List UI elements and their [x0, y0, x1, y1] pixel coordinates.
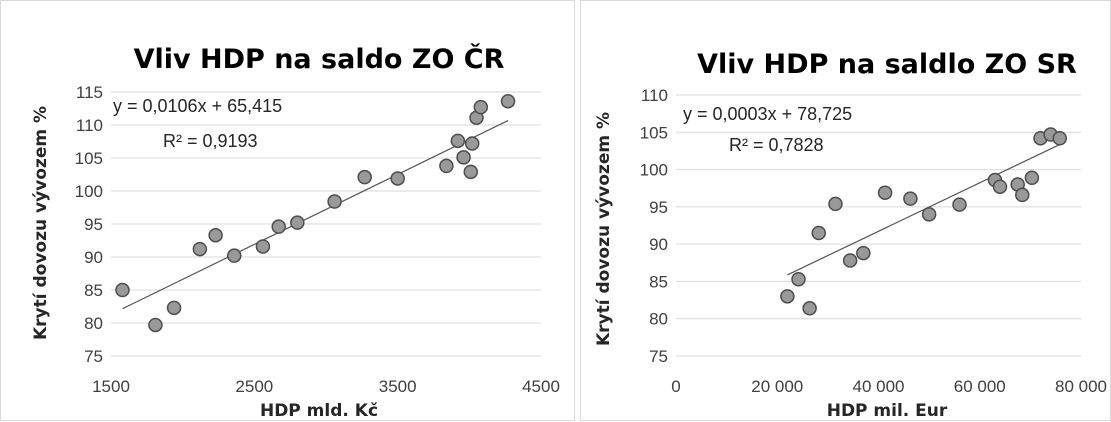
- data-point: [473, 99, 489, 115]
- data-point: [828, 196, 843, 212]
- data-point: [464, 136, 480, 151]
- data-point: [856, 245, 871, 261]
- data-point: [1015, 187, 1030, 203]
- y-axis-title: Krytí dovozu vývozem %: [594, 112, 614, 346]
- data-points: [780, 127, 1067, 316]
- data-point: [1052, 131, 1067, 146]
- data-point: [390, 171, 405, 186]
- y-tick-label: 75: [84, 347, 103, 366]
- data-point: [811, 225, 827, 241]
- x-tick-label: 40 000: [853, 377, 905, 396]
- y-tick-label: 105: [640, 123, 668, 142]
- data-point: [456, 150, 471, 165]
- gridlines: [111, 91, 541, 357]
- x-tick-label: 1500: [92, 377, 130, 396]
- y-tick-label: 105: [75, 149, 103, 168]
- y-tick-label: 100: [75, 182, 103, 201]
- y-tick-label: 115: [76, 83, 103, 102]
- regression-equation: y = 0,0003x + 78,725: [683, 104, 852, 124]
- y-tick-label: 110: [76, 116, 103, 135]
- x-tick-labels: 0 20 000 40 000 60 000 80 000: [671, 377, 1107, 396]
- data-point: [842, 253, 858, 268]
- y-tick-label: 85: [84, 281, 103, 300]
- y-tick-label: 100: [640, 161, 668, 180]
- y-tick-label: 80: [84, 314, 103, 333]
- data-point: [148, 317, 163, 333]
- y-axis-title: Krytí dovozu vývozem %: [31, 106, 51, 340]
- data-point: [115, 282, 130, 298]
- data-point: [271, 219, 286, 234]
- gridlines: [676, 94, 1081, 357]
- x-tick-label: 2500: [235, 377, 273, 396]
- x-tick-label: 60 000: [954, 377, 1006, 396]
- regression-equation: y = 0,0106x + 65,415: [113, 96, 282, 116]
- data-point: [921, 207, 937, 222]
- data-point: [903, 191, 918, 206]
- chart-panel-sr: Vliv HDP na saldlo ZO SR 75 80 85 90 95 100 10…: [580, 0, 1111, 421]
- data-point: [802, 301, 817, 316]
- data-point: [780, 289, 795, 304]
- y-tick-label: 80: [649, 310, 668, 329]
- y-tick-label: 90: [649, 235, 668, 254]
- data-point: [791, 271, 806, 287]
- data-point: [166, 300, 182, 316]
- r-squared-label: R² = 0,9193: [163, 131, 258, 151]
- x-axis-title: HDP mil. Eur: [827, 401, 948, 421]
- data-point: [463, 164, 479, 180]
- data-point: [255, 239, 271, 254]
- x-tick-labels: 1500 2500 3500 4500: [92, 377, 560, 396]
- data-point: [450, 133, 466, 149]
- x-tick-label: 0: [671, 377, 680, 396]
- x-tick-label: 20 000: [751, 377, 803, 396]
- data-point: [1024, 170, 1040, 186]
- y-tick-label: 85: [649, 272, 668, 291]
- data-points: [115, 93, 516, 333]
- chart-panel-cr: Vliv HDP na saldo ZO ČR 75 80 85 90 95 100 105…: [0, 0, 575, 421]
- data-point: [192, 241, 208, 257]
- data-point: [439, 158, 454, 174]
- data-point: [227, 248, 242, 263]
- x-axis-title: HDP mld. Kč: [260, 401, 378, 421]
- y-tick-labels: 75 80 85 90 95 100 105 110 115: [75, 83, 103, 366]
- y-tick-label: 90: [84, 248, 103, 267]
- trendline: [122, 119, 509, 310]
- chart-svg-sr: Vliv HDP na saldlo ZO SR 75 80 85 90 95 100 10…: [594, 49, 1107, 421]
- data-point: [290, 215, 305, 230]
- chart-title: Vliv HDP na saldo ZO ČR: [134, 43, 505, 75]
- r-squared-label: R² = 0,7828: [729, 135, 824, 155]
- data-point: [357, 169, 372, 185]
- x-tick-label: 80 000: [1055, 377, 1107, 396]
- y-tick-labels: 75 80 85 90 95 100 105 110: [640, 86, 668, 366]
- data-point: [208, 227, 223, 243]
- y-tick-label: 95: [649, 198, 668, 217]
- data-point: [877, 185, 893, 200]
- x-tick-label: 4500: [522, 377, 560, 396]
- y-tick-label: 75: [649, 347, 668, 366]
- x-tick-label: 3500: [379, 377, 417, 396]
- data-point: [327, 194, 342, 209]
- chart-title: Vliv HDP na saldlo ZO SR: [697, 49, 1077, 80]
- data-point: [992, 179, 1008, 194]
- chart-svg-cr: Vliv HDP na saldo ZO ČR 75 80 85 90 95 100 105…: [31, 43, 560, 421]
- data-point: [952, 197, 967, 212]
- y-tick-label: 95: [84, 215, 103, 234]
- y-tick-label: 110: [641, 86, 668, 105]
- data-point: [500, 93, 516, 109]
